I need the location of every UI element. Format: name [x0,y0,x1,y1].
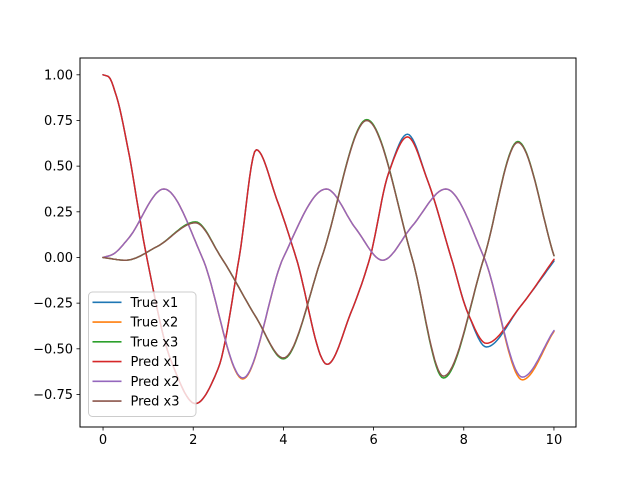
legend: True x1 True x2 True x3 Pred x1 Pred x2 Pred … [88,291,197,417]
legend-label: Pred x2 [131,375,180,390]
legend-box [88,291,197,417]
legend-entry: True x2 [92,316,179,331]
y-tick-label: 0.75 [44,114,73,129]
legend-entry: True x3 [92,335,179,350]
x-tick-label: 0 [99,433,107,448]
y-tick-label: −0.25 [33,297,73,312]
series-line-pred-x2 [102,188,555,379]
x-tick-label: 10 [546,433,563,448]
y-tick-label: 0.50 [44,160,73,175]
x-tick-label: 6 [369,433,377,448]
x-tick-label: 2 [189,433,197,448]
axes-spines [79,57,577,428]
y-tick-label: −0.50 [33,342,73,357]
series-line-pred-x3 [102,119,555,377]
legend-label: True x1 [130,296,179,311]
legend-label: True x3 [130,335,179,350]
legend-entry: Pred x2 [92,375,180,390]
x-tick-label: 8 [460,433,468,448]
legend-label: True x2 [130,316,179,331]
legend-entry: True x1 [92,296,179,311]
y-tick-label: −0.75 [33,388,73,403]
x-tick-label: 4 [279,433,287,448]
y-tick-label: 0.00 [44,251,73,266]
y-tick-label: 1.00 [44,68,73,83]
y-tick-label: 0.25 [44,205,73,220]
legend-entry: Pred x3 [92,395,180,410]
y-axis: 1.00 0.75 0.50 0.25 0.00 −0.25 −0.50 −0.75 [33,68,80,403]
legend-label: Pred x3 [131,395,180,410]
x-axis: 0 2 4 6 8 10 [99,427,562,448]
legend-entry: Pred x1 [92,355,180,370]
legend-label: Pred x1 [131,355,180,370]
